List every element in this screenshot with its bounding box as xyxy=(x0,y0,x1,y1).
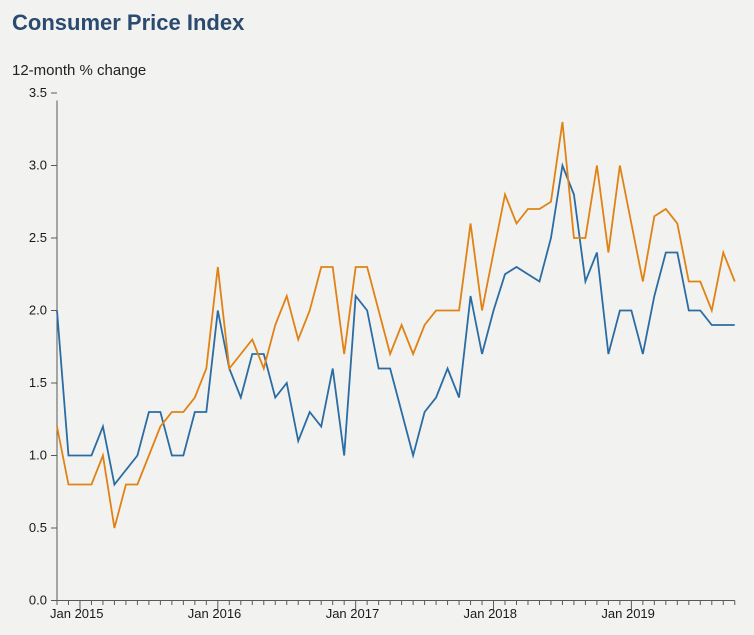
svg-text:Jan 2019: Jan 2019 xyxy=(601,606,655,621)
svg-text:2.0: 2.0 xyxy=(29,303,47,318)
svg-text:0.5: 0.5 xyxy=(29,520,47,535)
svg-text:Jan 2017: Jan 2017 xyxy=(326,606,380,621)
svg-text:Jan 2015: Jan 2015 xyxy=(50,606,104,621)
svg-text:Jan 2018: Jan 2018 xyxy=(464,606,518,621)
svg-text:Jan 2016: Jan 2016 xyxy=(188,606,242,621)
svg-text:0.0: 0.0 xyxy=(29,593,47,608)
svg-text:1.5: 1.5 xyxy=(29,375,47,390)
svg-text:2.5: 2.5 xyxy=(29,230,47,245)
svg-text:3.5: 3.5 xyxy=(29,85,47,100)
svg-text:1.0: 1.0 xyxy=(29,448,47,463)
svg-text:3.0: 3.0 xyxy=(29,158,47,173)
